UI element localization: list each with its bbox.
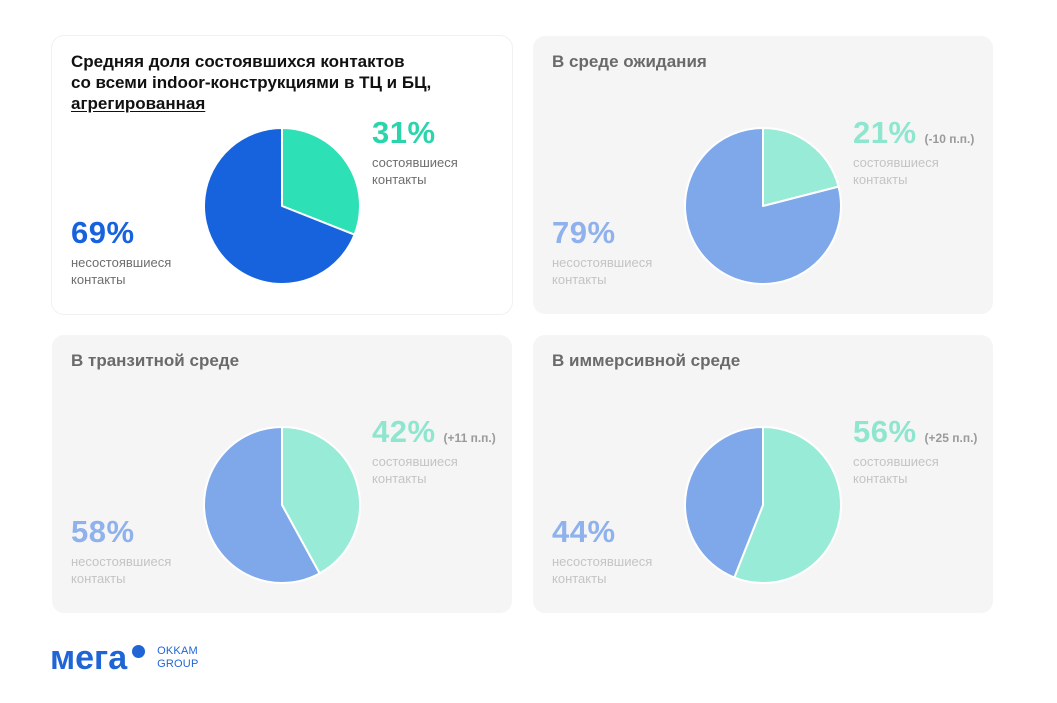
chart-title: В иммерсивной среде [552, 350, 740, 371]
chart-title-line: В иммерсивной среде [552, 351, 741, 370]
chart-panel-immersive: В иммерсивной среде 56% (+25 п.п.) состо… [533, 335, 993, 613]
caption-line: несостоявшиеся [552, 554, 653, 569]
caption-line: несостоявшиеся [71, 554, 172, 569]
caption-line: контакты [372, 172, 427, 187]
brand-logo-subtitle: OKKAM GROUP [157, 645, 198, 671]
chart-panel-waiting: В среде ожидания 21% (-10 п.п.) состоявш… [533, 36, 993, 314]
fail-label: 44% несостоявшиеся контакты [552, 515, 692, 587]
chart-panel-aggregated: Средняя доля состоявшихся контактов со в… [52, 36, 512, 314]
success-percent: 56% [853, 414, 917, 449]
caption-line: состоявшиеся [372, 155, 458, 170]
fail-label: 69% несостоявшиеся контакты [71, 216, 211, 288]
chart-title-line: со всеми indoor-конструкциями в ТЦ и БЦ, [71, 73, 432, 92]
success-caption: состоявшиеся контакты [853, 453, 993, 487]
caption-line: состоявшиеся [853, 454, 939, 469]
pie-slice-success [762, 127, 840, 207]
chart-title-line: В транзитной среде [71, 351, 240, 370]
brand-logo-subtitle-line: GROUP [157, 658, 199, 670]
fail-caption: несостоявшиеся контакты [71, 553, 211, 587]
chart-title: Средняя доля состоявшихся контактов со в… [71, 51, 431, 114]
caption-line: несостоявшиеся [552, 255, 653, 270]
pie-slice-success [281, 127, 361, 236]
fail-percent: 79% [552, 215, 616, 250]
success-percent: 42% [372, 414, 436, 449]
fail-label: 58% несостоявшиеся контакты [71, 515, 211, 587]
caption-line: несостоявшиеся [71, 255, 172, 270]
pie-chart [684, 127, 842, 285]
caption-line: контакты [71, 571, 126, 586]
brand-logo-dot-icon [132, 645, 146, 658]
caption-line: контакты [552, 571, 607, 586]
pie-chart [203, 426, 361, 584]
pie-slice-success [733, 426, 842, 584]
success-caption: состоявшиеся контакты [372, 453, 512, 487]
fail-caption: несостоявшиеся контакты [552, 254, 692, 288]
pie-slice-fail [684, 127, 842, 285]
caption-line: контакты [853, 471, 908, 486]
caption-line: контакты [853, 172, 908, 187]
success-label: 42% (+11 п.п.) состоявшиеся контакты [372, 415, 512, 487]
success-label: 56% (+25 п.п.) состоявшиеся контакты [853, 415, 993, 487]
success-delta: (+25 п.п.) [924, 431, 978, 445]
success-caption: состоявшиеся контакты [853, 154, 993, 188]
chart-title: В транзитной среде [71, 350, 239, 371]
pie-slice-fail [684, 426, 764, 579]
success-label: 21% (-10 п.п.) состоявшиеся контакты [853, 116, 993, 188]
fail-percent: 58% [71, 514, 135, 549]
brand-logo: мега OKKAM GROUP [50, 641, 198, 675]
success-percent: 31% [372, 115, 436, 150]
caption-line: контакты [372, 471, 427, 486]
pie-slice-success [281, 426, 361, 575]
chart-title-line: агрегированная [71, 94, 206, 113]
caption-line: контакты [552, 272, 607, 287]
success-percent: 21% [853, 115, 917, 150]
chart-title-line: Средняя доля состоявшихся контактов [71, 52, 405, 71]
fail-label: 79% несостоявшиеся контакты [552, 216, 692, 288]
fail-percent: 44% [552, 514, 616, 549]
chart-title: В среде ожидания [552, 51, 707, 72]
chart-panel-transit: В транзитной среде 42% (+11 п.п.) состоя… [52, 335, 512, 613]
pie-chart [684, 426, 842, 584]
fail-caption: несостоявшиеся контакты [71, 254, 211, 288]
success-delta: (+11 п.п.) [443, 431, 496, 445]
pie-chart [203, 127, 361, 285]
caption-line: контакты [71, 272, 126, 287]
success-delta: (-10 п.п.) [924, 132, 975, 146]
caption-line: состоявшиеся [372, 454, 458, 469]
caption-line: состоявшиеся [853, 155, 939, 170]
brand-logo-mark: мега [50, 639, 146, 677]
fail-caption: несостоявшиеся контакты [552, 553, 692, 587]
brand-logo-subtitle-line: OKKAM [157, 645, 198, 657]
success-label: 31% состоявшиеся контакты [372, 116, 512, 188]
chart-title-line: В среде ожидания [552, 52, 707, 71]
pie-slice-fail [203, 426, 321, 584]
fail-percent: 69% [71, 215, 135, 250]
pie-slice-fail [203, 127, 356, 285]
brand-logo-wordmark: мега [50, 639, 128, 677]
success-caption: состоявшиеся контакты [372, 154, 512, 188]
